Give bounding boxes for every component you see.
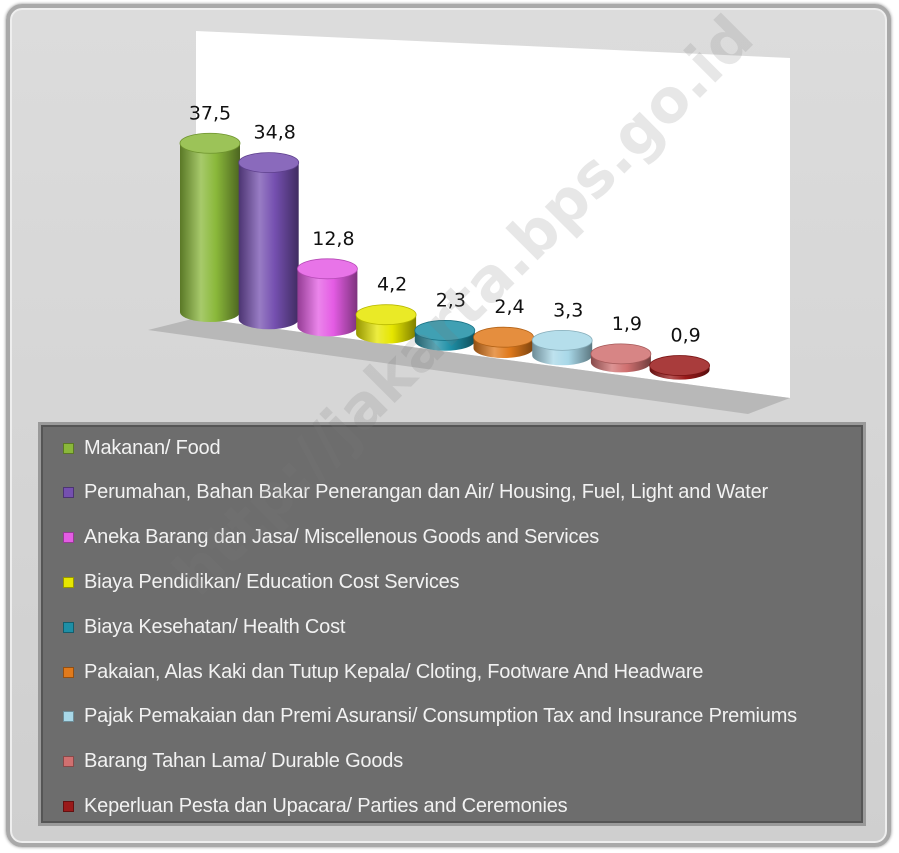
legend-label: Pajak Pemakaian dan Premi Asuransi/ Cons…	[84, 705, 797, 728]
legend-swatch	[63, 711, 74, 723]
data-label: 37,5	[189, 102, 231, 124]
bar-top	[414, 320, 476, 341]
bar	[649, 355, 710, 380]
chart-legend: Makanan/ Food Perumahan, Bahan Bakar Pene…	[38, 422, 866, 826]
bar	[179, 132, 241, 322]
legend-swatch	[63, 800, 74, 812]
legend-label: Biaya Kesehatan/ Health Cost	[84, 615, 346, 638]
bar	[414, 320, 476, 351]
legend-item: Makanan/ Food	[63, 433, 221, 463]
bar-top	[473, 326, 534, 348]
legend-item: Barang Tahan Lama/ Durable Goods	[63, 747, 403, 777]
bar-top	[590, 343, 652, 365]
legend-item: Biaya Kesehatan/ Health Cost	[63, 612, 345, 642]
legend-swatch	[63, 576, 74, 588]
plot-floor	[148, 318, 790, 414]
bar	[531, 329, 593, 366]
bar	[355, 304, 417, 344]
chart-plot: 37,5 34,8 12,8 4,2 2,3 2,4 3,3 1,9 0,9	[148, 102, 790, 414]
legend-label: Barang Tahan Lama/ Durable Goods	[84, 750, 404, 773]
legend-swatch	[63, 532, 74, 544]
legend-swatch	[63, 442, 74, 454]
bar-top	[179, 132, 241, 154]
bar	[238, 152, 300, 330]
legend-item: Perumahan, Bahan Bakar Penerangan dan Ai…	[63, 478, 768, 508]
bar	[473, 326, 534, 358]
data-label: 3,3	[553, 299, 583, 321]
bar-top	[238, 152, 300, 174]
data-label: 12,8	[312, 228, 354, 250]
legend-label: Keperluan Pesta dan Upacara/ Parties and…	[84, 794, 568, 817]
bar-body	[238, 162, 299, 330]
bar-top	[649, 355, 710, 376]
data-label: 1,9	[612, 313, 642, 335]
legend-label: Pakaian, Alas Kaki dan Tutup Kepala/ Clo…	[84, 660, 704, 683]
legend-item: Aneka Barang dan Jasa/ Miscellenous Good…	[63, 523, 599, 553]
legend-label: Aneka Barang dan Jasa/ Miscellenous Good…	[84, 526, 600, 549]
data-label: 2,4	[494, 296, 524, 318]
legend-item: Keperluan Pesta dan Upacara/ Parties and…	[63, 791, 568, 821]
bar	[296, 258, 358, 337]
legend-label: Biaya Pendidikan/ Education Cost Service…	[84, 570, 460, 593]
data-label: 34,8	[254, 122, 296, 144]
legend-swatch	[63, 487, 74, 499]
bar-top	[531, 329, 593, 351]
data-label: 4,2	[377, 274, 407, 296]
legend-swatch	[63, 666, 74, 678]
bar-body	[297, 268, 358, 337]
legend-swatch	[63, 756, 74, 768]
data-label: 0,9	[670, 325, 700, 347]
legend-swatch	[63, 621, 74, 633]
legend-item: Biaya Pendidikan/ Education Cost Service…	[63, 567, 460, 597]
data-label: 2,3	[436, 289, 466, 311]
bar	[590, 343, 652, 373]
legend-item: Pakaian, Alas Kaki dan Tutup Kepala/ Clo…	[63, 657, 703, 687]
legend-label: Makanan/ Food	[84, 436, 221, 459]
bar-top	[296, 258, 358, 280]
bar-body	[180, 143, 240, 322]
legend-item: Pajak Pemakaian dan Premi Asuransi/ Cons…	[63, 702, 797, 732]
bar-top	[355, 304, 417, 326]
legend-label: Perumahan, Bahan Bakar Penerangan dan Ai…	[84, 481, 768, 504]
